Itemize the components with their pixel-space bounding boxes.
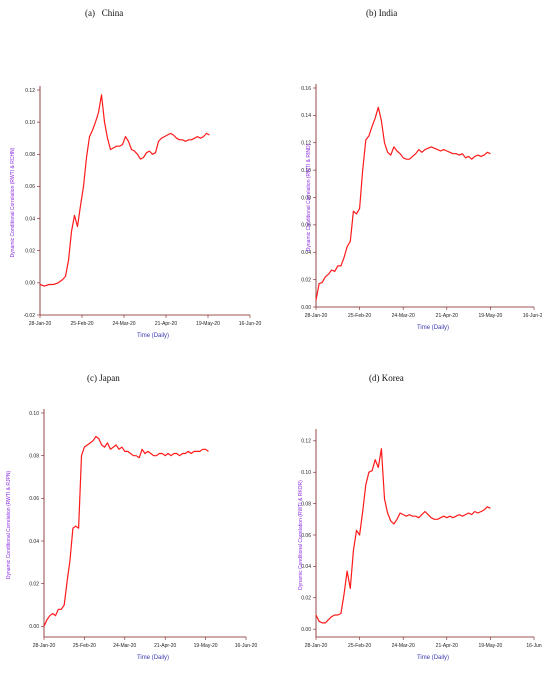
y-tick-label: 0.04: [301, 564, 311, 570]
y-tick-label: 0.06: [301, 223, 311, 229]
x-tick-label: 28-Jan-20: [305, 643, 328, 649]
x-tick-label: 24-Mar-20: [392, 643, 415, 649]
series-line: [315, 106, 491, 301]
y-tick-label: 0.00: [29, 624, 39, 630]
y-axis-label: Dynamic Conditional Correlation (RWTI & …: [10, 147, 16, 257]
x-tick-label: 16-Jun-20: [523, 313, 542, 319]
y-tick-label: 0.08: [301, 195, 311, 201]
y-tick-label: 0.00: [25, 281, 35, 287]
series-line: [39, 94, 210, 287]
y-tick-label: 0.08: [25, 152, 35, 158]
x-tick-label: 25-Feb-20: [348, 313, 371, 319]
x-tick-label: 16-Jun-20: [235, 643, 258, 649]
y-tick-label: 0.12: [301, 141, 311, 147]
y-axis-label: Dynamic Conditional Correlation (RWTI & …: [306, 143, 312, 251]
y-tick-label: 0.16: [301, 86, 311, 92]
x-tick-label: 16-Jun-20: [239, 321, 262, 327]
x-tick-label: 28-Jan-20: [33, 643, 56, 649]
y-tick-label: 0.06: [25, 184, 35, 190]
x-tick-label: 24-Mar-20: [112, 321, 135, 327]
x-tick-label: 21-Apr-20: [436, 313, 458, 319]
y-tick-label: 0.04: [25, 216, 35, 222]
x-tick-label: 28-Jan-20: [29, 321, 52, 327]
chart-india: 0.00 0.02 0.04 0.06 0.08 0.10 0.12 0.14 0.16 28-J…: [301, 84, 542, 331]
x-tick-label: 19-May-20: [478, 643, 502, 649]
y-tick-label: 0.10: [301, 168, 311, 174]
y-axis-label: Dynamic Conditional Correlation (RWTI & …: [6, 471, 12, 580]
x-tick-label: 21-Apr-20: [154, 643, 176, 649]
series-line: [315, 448, 491, 624]
x-tick-label: 25-Feb-20: [348, 643, 371, 649]
y-tick-label: 0.10: [301, 470, 311, 476]
y-tick-label: 0.14: [301, 113, 311, 119]
chart-china: -0.02 0.00 0.02 0.04 0.06 0.08 0.10 0.12 28-Jan-…: [10, 86, 262, 339]
y-tick-label: 0.08: [301, 501, 311, 507]
y-tick-label: 0.10: [29, 411, 39, 417]
x-axis-label: Time (Daily): [417, 325, 449, 331]
series-line: [43, 435, 209, 627]
y-tick-label: -0.02: [24, 313, 36, 319]
y-axis-label: Dynamic Conditional Correlation (RWTI & …: [298, 480, 304, 590]
x-tick-label: 25-Feb-20: [73, 643, 96, 649]
x-axis-label: Time (Daily): [137, 333, 169, 339]
y-tick-label: 0.02: [25, 249, 35, 255]
y-tick-label: 0.06: [301, 533, 311, 539]
y-tick-label: 0.04: [29, 539, 39, 545]
x-axis-label: Time (Daily): [417, 655, 449, 661]
x-axis-label: Time (Daily): [137, 655, 169, 661]
x-tick-label: 21-Apr-20: [155, 321, 177, 327]
y-tick-label: 0.12: [301, 439, 311, 445]
panel-title-china: (a) China: [85, 8, 124, 18]
y-tick-label: 0.08: [29, 453, 39, 459]
y-tick-label: 0.04: [301, 250, 311, 256]
chart-korea: 0.00 0.02 0.04 0.06 0.08 0.10 0.12 28-Jan-20 25-…: [298, 429, 542, 661]
x-tick-label: 19-May-20: [194, 643, 218, 649]
x-tick-label: 24-Mar-20: [113, 643, 136, 649]
panel-title-korea: (d) Korea: [369, 373, 404, 383]
panel-title-india: (b) India: [366, 8, 398, 18]
x-tick-label: 24-Mar-20: [392, 313, 415, 319]
x-tick-label: 28-Jan-20: [305, 313, 328, 319]
y-tick-label: 0.02: [29, 581, 39, 587]
y-tick-label: 0.06: [29, 496, 39, 502]
x-tick-label: 25-Feb-20: [70, 321, 93, 327]
chart-japan: 0.00 0.02 0.04 0.06 0.08 0.10 28-Jan-20 25-Feb-…: [6, 409, 258, 661]
y-tick-label: 0.00: [301, 627, 311, 633]
x-tick-label: 19-May-20: [196, 321, 220, 327]
y-tick-label: 0.10: [25, 120, 35, 126]
y-tick-label: 0.12: [25, 88, 35, 94]
y-tick-label: 0.02: [301, 277, 311, 283]
y-tick-label: 0.02: [301, 596, 311, 602]
x-tick-label: 21-Apr-20: [436, 643, 458, 649]
x-tick-label: 19-May-20: [478, 313, 502, 319]
y-tick-label: 0.00: [301, 305, 311, 311]
panel-title-japan: (c) Japan: [87, 373, 120, 383]
x-tick-label: 16-Jun: [526, 643, 542, 649]
